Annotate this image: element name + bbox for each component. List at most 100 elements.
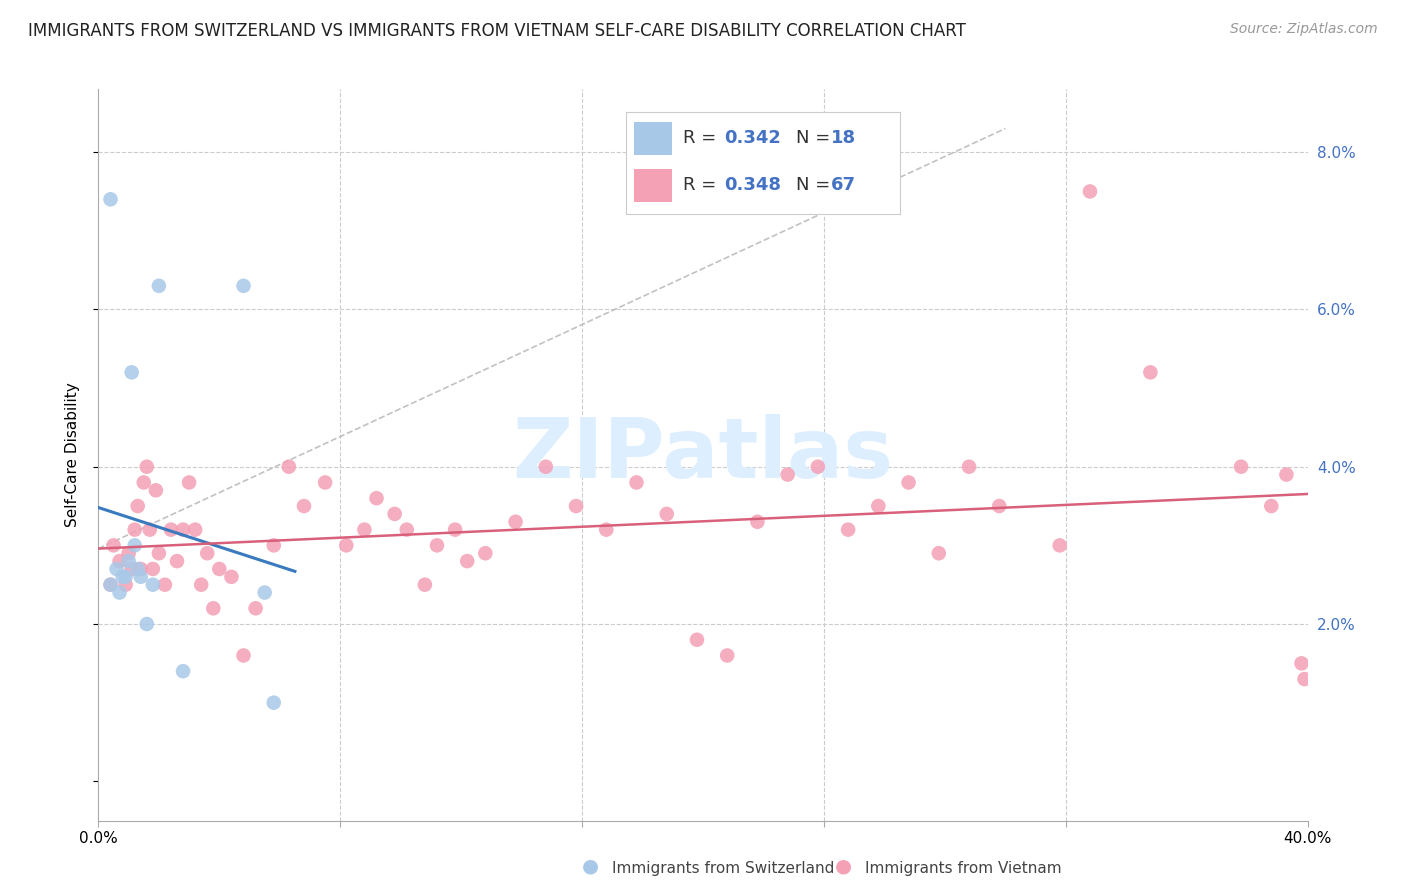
Point bbox=[148, 546, 170, 560]
Point bbox=[108, 554, 131, 568]
Point bbox=[626, 475, 648, 490]
Point bbox=[190, 577, 212, 591]
Point bbox=[928, 546, 950, 560]
Point bbox=[142, 577, 165, 591]
Point bbox=[534, 459, 557, 474]
Point bbox=[384, 507, 406, 521]
Point bbox=[135, 617, 157, 632]
Point bbox=[148, 278, 170, 293]
Point bbox=[245, 601, 267, 615]
Point bbox=[716, 648, 738, 663]
Point bbox=[124, 523, 146, 537]
Y-axis label: Self-Care Disability: Self-Care Disability bbox=[65, 383, 80, 527]
Point bbox=[776, 467, 799, 482]
Point bbox=[103, 538, 125, 552]
Text: N =: N = bbox=[796, 129, 835, 147]
Point bbox=[232, 278, 254, 293]
Point bbox=[142, 562, 165, 576]
Point bbox=[1139, 365, 1161, 379]
Point bbox=[335, 538, 357, 552]
Point bbox=[129, 562, 152, 576]
Point bbox=[127, 499, 149, 513]
Point bbox=[1049, 538, 1071, 552]
Text: Source: ZipAtlas.com: Source: ZipAtlas.com bbox=[1230, 22, 1378, 37]
Point bbox=[221, 570, 243, 584]
Point bbox=[153, 577, 176, 591]
Point bbox=[655, 507, 678, 521]
Point bbox=[1260, 499, 1282, 513]
Text: R =: R = bbox=[683, 129, 723, 147]
Point bbox=[686, 632, 709, 647]
Text: 0.342: 0.342 bbox=[724, 129, 782, 147]
Point bbox=[179, 475, 201, 490]
Point bbox=[124, 538, 146, 552]
Point bbox=[184, 523, 207, 537]
Point bbox=[100, 577, 122, 591]
Point bbox=[474, 546, 496, 560]
Point bbox=[208, 562, 231, 576]
Point bbox=[565, 499, 588, 513]
Point bbox=[747, 515, 769, 529]
Point bbox=[868, 499, 890, 513]
Point bbox=[108, 585, 131, 599]
Point bbox=[277, 459, 299, 474]
Point bbox=[129, 570, 152, 584]
Point bbox=[444, 523, 467, 537]
Point bbox=[145, 483, 167, 498]
Point bbox=[139, 523, 162, 537]
Point bbox=[426, 538, 449, 552]
Point bbox=[118, 546, 141, 560]
Point bbox=[114, 577, 136, 591]
Point bbox=[595, 523, 617, 537]
Text: 18: 18 bbox=[831, 129, 856, 147]
Bar bbox=[634, 122, 672, 154]
Bar bbox=[634, 169, 672, 202]
Point bbox=[456, 554, 478, 568]
Text: IMMIGRANTS FROM SWITZERLAND VS IMMIGRANTS FROM VIETNAM SELF-CARE DISABILITY CORR: IMMIGRANTS FROM SWITZERLAND VS IMMIGRANT… bbox=[28, 22, 966, 40]
Point bbox=[195, 546, 218, 560]
Point bbox=[837, 523, 859, 537]
Point bbox=[292, 499, 315, 513]
Point bbox=[118, 554, 141, 568]
Point bbox=[202, 601, 225, 615]
Point bbox=[111, 570, 134, 584]
Point bbox=[132, 475, 155, 490]
Point bbox=[127, 562, 149, 576]
Point bbox=[897, 475, 920, 490]
Text: Immigrants from Switzerland: Immigrants from Switzerland bbox=[612, 861, 834, 876]
Point bbox=[1078, 185, 1101, 199]
Point bbox=[353, 523, 375, 537]
Point bbox=[413, 577, 436, 591]
Point bbox=[807, 459, 830, 474]
Point bbox=[121, 562, 143, 576]
Point bbox=[172, 664, 194, 678]
Text: ●: ● bbox=[582, 857, 599, 876]
Point bbox=[1275, 467, 1298, 482]
Point bbox=[988, 499, 1011, 513]
Point bbox=[160, 523, 183, 537]
Text: N =: N = bbox=[796, 177, 835, 194]
Point bbox=[232, 648, 254, 663]
Text: R =: R = bbox=[683, 177, 723, 194]
Point bbox=[100, 192, 122, 206]
Point bbox=[172, 523, 194, 537]
Text: 0.348: 0.348 bbox=[724, 177, 782, 194]
Point bbox=[957, 459, 980, 474]
Text: ZIPatlas: ZIPatlas bbox=[513, 415, 893, 495]
Point bbox=[253, 585, 276, 599]
Point bbox=[314, 475, 336, 490]
Point bbox=[100, 577, 122, 591]
Point bbox=[395, 523, 418, 537]
Point bbox=[166, 554, 188, 568]
Point bbox=[105, 562, 128, 576]
Point bbox=[1294, 672, 1316, 686]
Text: ●: ● bbox=[835, 857, 852, 876]
Point bbox=[135, 459, 157, 474]
Point bbox=[121, 365, 143, 379]
Point bbox=[263, 696, 285, 710]
Point bbox=[366, 491, 388, 505]
Point bbox=[263, 538, 285, 552]
Point bbox=[505, 515, 527, 529]
Text: 67: 67 bbox=[831, 177, 856, 194]
Point bbox=[1230, 459, 1253, 474]
